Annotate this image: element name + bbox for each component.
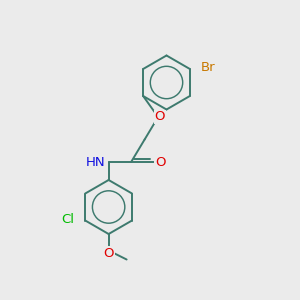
Text: O: O	[155, 155, 166, 169]
Text: O: O	[103, 247, 114, 260]
Text: HN: HN	[86, 155, 106, 169]
Text: Cl: Cl	[62, 212, 75, 226]
Text: Br: Br	[200, 61, 215, 74]
Text: O: O	[154, 110, 165, 124]
